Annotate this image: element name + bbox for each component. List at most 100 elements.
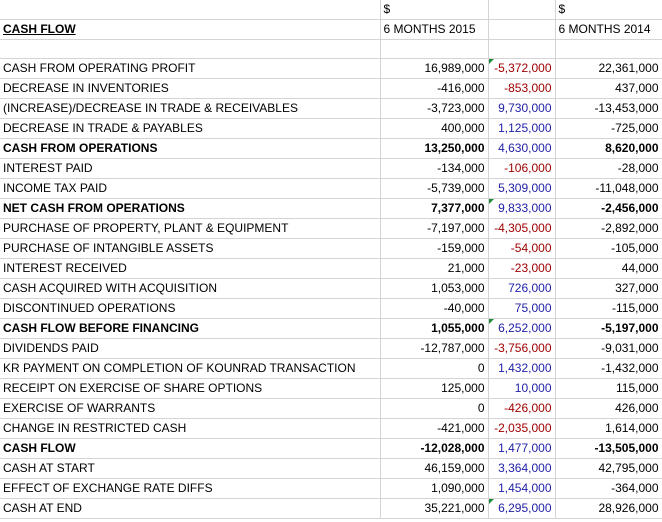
difference-value[interactable]: 75,000	[488, 298, 556, 319]
currency-2015[interactable]: $	[380, 0, 489, 20]
value-2015[interactable]: 16,989,000	[380, 58, 489, 79]
table-title[interactable]: CASH FLOW	[0, 19, 381, 40]
difference-value[interactable]: -853,000	[488, 78, 556, 99]
difference-value[interactable]: 9,730,000	[488, 98, 556, 119]
value-2014[interactable]: 1,614,000	[555, 418, 662, 439]
cell-empty[interactable]	[0, 39, 381, 59]
value-2015[interactable]: -416,000	[380, 78, 489, 99]
row-label[interactable]: INTEREST RECEIVED	[0, 258, 381, 279]
difference-value[interactable]: 1,125,000	[488, 118, 556, 139]
cell-empty[interactable]	[488, 19, 556, 40]
cell-empty[interactable]	[488, 0, 556, 20]
value-2015[interactable]: 400,000	[380, 118, 489, 139]
row-label[interactable]: EXERCISE OF WARRANTS	[0, 398, 381, 419]
value-2015[interactable]: 7,377,000	[380, 198, 489, 219]
value-2015[interactable]: -12,028,000	[380, 438, 489, 459]
row-label[interactable]: DISCONTINUED OPERATIONS	[0, 298, 381, 319]
value-2014[interactable]: 42,795,000	[555, 458, 662, 479]
row-label[interactable]: NET CASH FROM OPERATIONS	[0, 198, 381, 219]
row-label[interactable]: INTEREST PAID	[0, 158, 381, 179]
value-2014[interactable]: 115,000	[555, 378, 662, 399]
value-2014[interactable]: -725,000	[555, 118, 662, 139]
difference-value[interactable]: -3,756,000	[488, 338, 556, 359]
value-2014[interactable]: -1,432,000	[555, 358, 662, 379]
difference-value[interactable]: 1,432,000	[488, 358, 556, 379]
value-2014[interactable]: -2,892,000	[555, 218, 662, 239]
value-2014[interactable]: 426,000	[555, 398, 662, 419]
value-2015[interactable]: 1,055,000	[380, 318, 489, 339]
row-label[interactable]: INCOME TAX PAID	[0, 178, 381, 199]
difference-value[interactable]: -2,035,000	[488, 418, 556, 439]
difference-value[interactable]: 3,364,000	[488, 458, 556, 479]
value-2014[interactable]: -2,456,000	[555, 198, 662, 219]
value-2014[interactable]: 8,620,000	[555, 138, 662, 159]
difference-value[interactable]: -54,000	[488, 238, 556, 259]
difference-value[interactable]: 5,309,000	[488, 178, 556, 199]
row-label[interactable]: PURCHASE OF PROPERTY, PLANT & EQUIPMENT	[0, 218, 381, 239]
value-2014[interactable]: -105,000	[555, 238, 662, 259]
value-2014[interactable]: 437,000	[555, 78, 662, 99]
value-2014[interactable]: -115,000	[555, 298, 662, 319]
value-2015[interactable]: 1,053,000	[380, 278, 489, 299]
value-2014[interactable]: 28,926,000	[555, 498, 662, 519]
row-label[interactable]: KR PAYMENT ON COMPLETION OF KOUNRAD TRAN…	[0, 358, 381, 379]
row-label[interactable]: EFFECT OF EXCHANGE RATE DIFFS	[0, 478, 381, 499]
value-2014[interactable]: 22,361,000	[555, 58, 662, 79]
difference-value[interactable]: 1,477,000	[488, 438, 556, 459]
cell-empty[interactable]	[0, 0, 381, 20]
value-2014[interactable]: 327,000	[555, 278, 662, 299]
row-label[interactable]: CASH FROM OPERATIONS	[0, 138, 381, 159]
cell-empty[interactable]	[555, 39, 662, 59]
value-2014[interactable]: -13,505,000	[555, 438, 662, 459]
difference-value[interactable]: 6,252,000	[488, 318, 556, 339]
value-2014[interactable]: -13,453,000	[555, 98, 662, 119]
value-2015[interactable]: 35,221,000	[380, 498, 489, 519]
period-2015-header[interactable]: 6 MONTHS 2015	[380, 19, 489, 40]
value-2015[interactable]: -12,787,000	[380, 338, 489, 359]
row-label[interactable]: DIVIDENDS PAID	[0, 338, 381, 359]
value-2015[interactable]: 13,250,000	[380, 138, 489, 159]
value-2015[interactable]: 125,000	[380, 378, 489, 399]
difference-value[interactable]: -5,372,000	[488, 58, 556, 79]
value-2015[interactable]: -40,000	[380, 298, 489, 319]
value-2015[interactable]: 46,159,000	[380, 458, 489, 479]
difference-value[interactable]: 4,630,000	[488, 138, 556, 159]
currency-2014[interactable]: $	[555, 0, 662, 20]
value-2015[interactable]: -134,000	[380, 158, 489, 179]
row-label[interactable]: DECREASE IN INVENTORIES	[0, 78, 381, 99]
difference-value[interactable]: 6,295,000	[488, 498, 556, 519]
value-2015[interactable]: -7,197,000	[380, 218, 489, 239]
difference-value[interactable]: -23,000	[488, 258, 556, 279]
period-2014-header[interactable]: 6 MONTHS 2014	[555, 19, 662, 40]
value-2014[interactable]: -5,197,000	[555, 318, 662, 339]
value-2014[interactable]: -28,000	[555, 158, 662, 179]
cell-empty[interactable]	[380, 39, 489, 59]
value-2015[interactable]: -421,000	[380, 418, 489, 439]
row-label[interactable]: CASH AT START	[0, 458, 381, 479]
row-label[interactable]: (INCREASE)/DECREASE IN TRADE & RECEIVABL…	[0, 98, 381, 119]
difference-value[interactable]: -4,305,000	[488, 218, 556, 239]
row-label[interactable]: CASH FLOW	[0, 438, 381, 459]
value-2015[interactable]: 21,000	[380, 258, 489, 279]
difference-value[interactable]: -106,000	[488, 158, 556, 179]
value-2015[interactable]: -159,000	[380, 238, 489, 259]
value-2014[interactable]: 44,000	[555, 258, 662, 279]
value-2014[interactable]: -9,031,000	[555, 338, 662, 359]
value-2015[interactable]: 1,090,000	[380, 478, 489, 499]
value-2015[interactable]: -5,739,000	[380, 178, 489, 199]
value-2014[interactable]: -364,000	[555, 478, 662, 499]
row-label[interactable]: CASH ACQUIRED WITH ACQUISITION	[0, 278, 381, 299]
row-label[interactable]: CASH FROM OPERATING PROFIT	[0, 58, 381, 79]
row-label[interactable]: DECREASE IN TRADE & PAYABLES	[0, 118, 381, 139]
difference-value[interactable]: 10,000	[488, 378, 556, 399]
difference-value[interactable]: 9,833,000	[488, 198, 556, 219]
difference-value[interactable]: 1,454,000	[488, 478, 556, 499]
row-label[interactable]: CASH FLOW BEFORE FINANCING	[0, 318, 381, 339]
value-2015[interactable]: -3,723,000	[380, 98, 489, 119]
difference-value[interactable]: 726,000	[488, 278, 556, 299]
value-2014[interactable]: -11,048,000	[555, 178, 662, 199]
row-label[interactable]: PURCHASE OF INTANGIBLE ASSETS	[0, 238, 381, 259]
difference-value[interactable]: -426,000	[488, 398, 556, 419]
cell-empty[interactable]	[488, 39, 556, 59]
value-2015[interactable]: 0	[380, 398, 489, 419]
